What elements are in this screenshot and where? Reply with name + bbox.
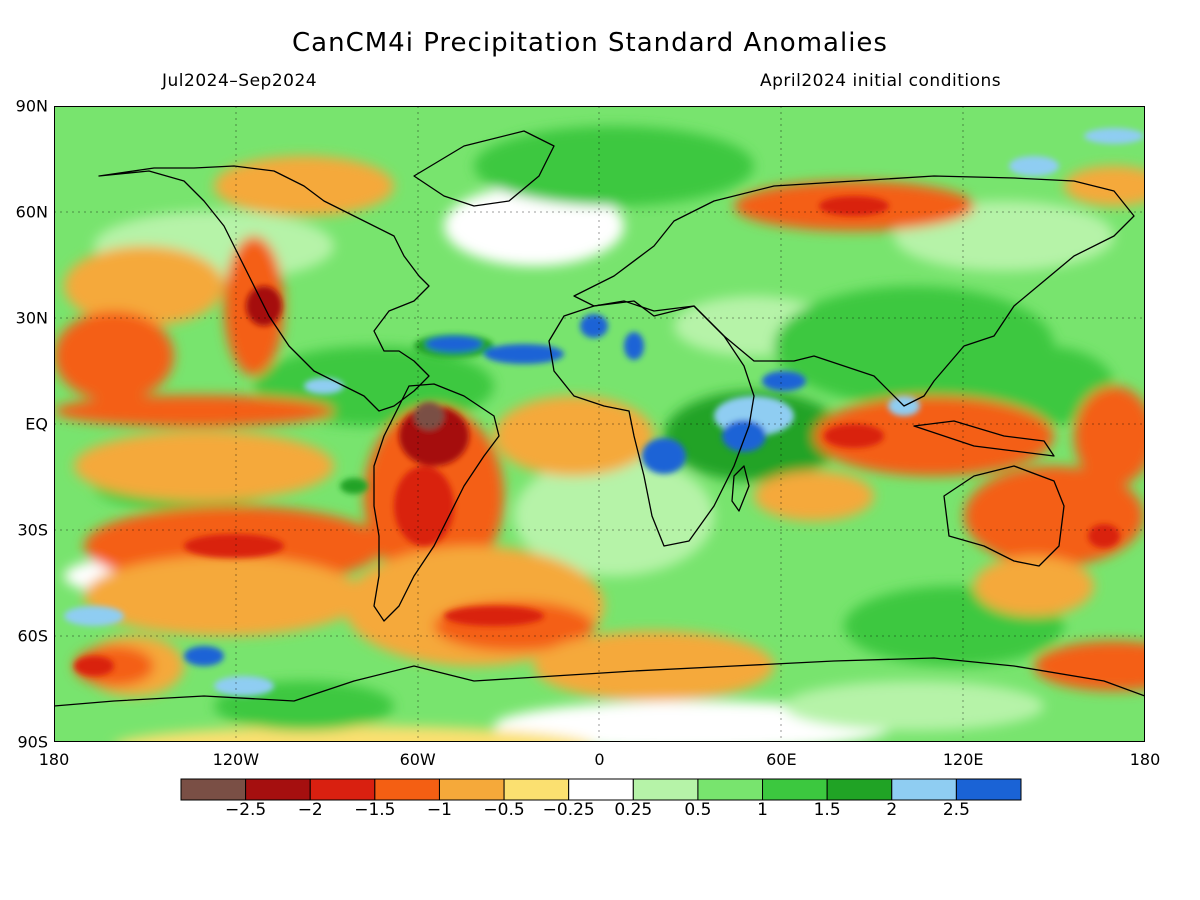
colorbar-swatch [826,778,893,801]
latitude-label: 30S [17,520,48,540]
latitude-label: EQ [25,414,48,434]
colorbar-tick-label: −2.5 [224,800,267,820]
longitude-label: 60E [766,750,797,769]
colorbar-tick-label: 0.5 [684,800,712,820]
colorbar-swatch [955,778,1022,801]
colorbar-swatch [503,778,570,801]
colorbar-tick-label: −0.5 [483,800,525,820]
longitude-label: 60W [399,750,436,769]
longitude-label: 0 [594,750,605,769]
colorbar-tick-label: 2.5 [942,800,970,820]
colorbar-swatch [632,778,699,801]
latitude-label: 90S [17,732,48,752]
colorbar-tick-label: 1.5 [813,800,841,820]
anomaly-extremes [64,128,1144,696]
colorbar-tick-label: −0.25 [542,800,595,820]
latitude-label: 60S [17,626,48,646]
colorbar-tick-label: −1 [426,800,452,820]
colorbar-swatch [309,778,376,801]
map-frame [54,106,1145,742]
longitude-label: 120W [212,750,260,769]
longitude-label: 120E [942,750,984,769]
initial-conditions: April2024 initial conditions [760,71,1002,91]
latitude-label: 60N [15,202,48,222]
colorbar-swatch [180,778,247,801]
colorbar-swatch [891,778,957,801]
precipitation-anomaly-map [54,106,1145,742]
colorbar-swatch [245,778,311,801]
latitude-label: 30N [15,308,48,328]
colorbar-swatch [697,778,764,801]
map-title: CanCM4i Precipitation Standard Anomalies [292,28,888,58]
forecast-period: Jul2024–Sep2024 [162,71,318,91]
coastlines [54,130,1145,707]
colorbar-swatch [762,778,828,801]
graticule [54,106,1145,742]
colorbar-tick-label: 2 [886,800,898,820]
colorbar [180,778,1022,801]
colorbar-swatch [438,778,505,801]
colorbar-tick-label: −1.5 [354,800,396,820]
colorbar-swatch [568,778,634,801]
longitude-label: 180 [1129,750,1161,769]
latitude-label: 90N [15,96,48,116]
colorbar-tick-label: −2 [297,800,323,820]
colorbar-swatch [374,778,440,801]
longitude-label: 180 [38,750,70,769]
colorbar-tick-label: 1 [757,800,768,820]
colorbar-tick-label: 0.25 [614,800,653,820]
